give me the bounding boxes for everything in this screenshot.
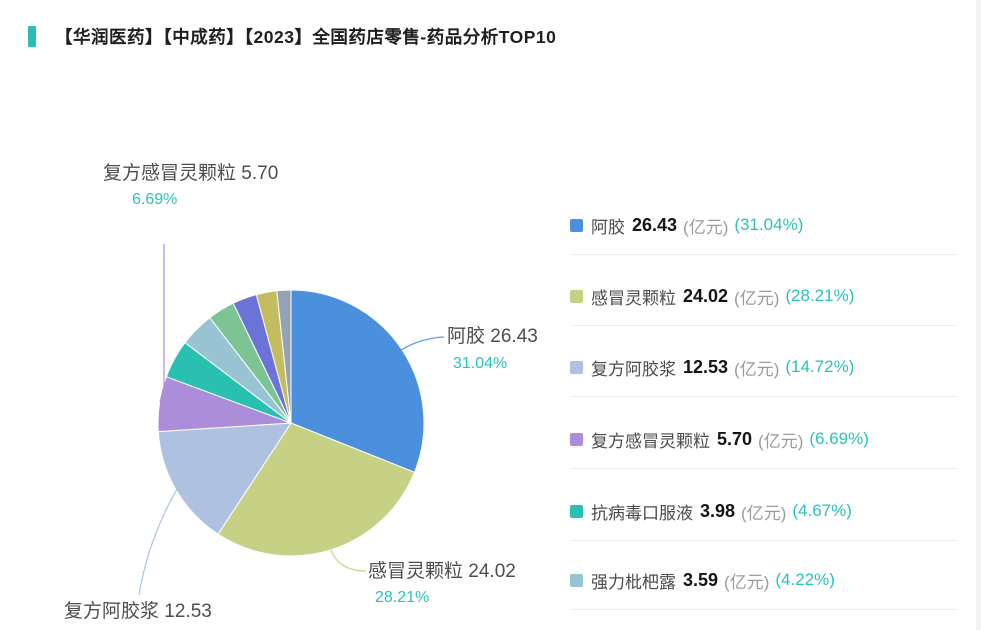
legend-divider — [570, 540, 958, 541]
legend-percent: (14.72%) — [785, 357, 855, 376]
pie-label-复方阿胶浆: 复方阿胶浆 12.53 — [64, 601, 212, 623]
leader-line-复方感冒灵颗粒 — [159, 244, 165, 403]
legend-value: 26.43 — [632, 214, 678, 235]
legend-divider — [570, 468, 958, 469]
leader-line-复方阿胶浆 — [138, 488, 178, 596]
legend-unit: (亿元) — [734, 359, 780, 379]
header: 【华润医药】【中成药】【2023】全国药店零售-药品分析TOP10 — [28, 24, 556, 49]
legend-name: 强力枇杷露 — [591, 572, 676, 592]
legend-item-阿胶[interactable]: 阿胶 26.43 (亿元) (31.04%) — [570, 211, 960, 239]
legend-unit: (亿元) — [724, 572, 770, 592]
pie-label-text: 阿胶 26.43 — [447, 326, 538, 347]
legend-name: 复方感冒灵颗粒 — [591, 431, 710, 451]
legend-swatch-icon — [570, 432, 583, 446]
legend-name: 抗病毒口服液 — [591, 503, 693, 523]
legend-unit: (亿元) — [741, 503, 787, 523]
legend-divider — [570, 396, 958, 397]
legend-divider — [570, 325, 958, 326]
pie-slice-感冒灵颗粒[interactable] — [217, 422, 416, 557]
legend-item-复方阿胶浆[interactable]: 复方阿胶浆 12.53 (亿元) (14.72%) — [570, 353, 960, 381]
pie-slice-rank-10[interactable] — [276, 289, 292, 424]
pie-slices — [157, 289, 425, 557]
pie-label-percent: 6.69% — [132, 191, 178, 208]
legend-value: 3.98 — [700, 500, 736, 521]
pie-label-复方感冒灵颗粒: 复方感冒灵颗粒 5.70 — [103, 163, 278, 185]
legend-percent: (4.22%) — [775, 570, 835, 589]
legend-percent: (4.67%) — [792, 501, 852, 520]
legend-name: 感冒灵颗粒 — [591, 288, 676, 308]
title-accent-bar — [28, 26, 36, 47]
legend-unit: (亿元) — [683, 217, 729, 237]
leader-line-感冒灵颗粒 — [330, 549, 367, 572]
pie-label-text: 复方阿胶浆 12.53 — [64, 601, 212, 622]
legend-swatch-icon — [570, 289, 583, 303]
pie-label-阿胶: 阿胶 26.43 — [447, 326, 538, 348]
legend-item-感冒灵颗粒[interactable]: 感冒灵颗粒 24.02 (亿元) (28.21%) — [570, 282, 960, 310]
page-title: 【华润医药】【中成药】【2023】全国药店零售-药品分析TOP10 — [55, 27, 557, 47]
legend-divider — [570, 609, 958, 610]
legend-value: 12.53 — [683, 356, 729, 377]
pie-label-percent: 31.04% — [453, 355, 508, 372]
legend-name: 阿胶 — [591, 217, 625, 237]
legend-unit: (亿元) — [758, 431, 804, 451]
legend-percent: (28.21%) — [785, 286, 855, 305]
legend-unit: (亿元) — [734, 288, 780, 308]
legend-percent: (6.69%) — [809, 429, 869, 448]
legend-item-复方感冒灵颗粒[interactable]: 复方感冒灵颗粒 5.70 (亿元) (6.69%) — [570, 425, 960, 453]
pie-label-text: 复方感冒灵颗粒 5.70 — [103, 163, 279, 184]
pie-slice-阿胶[interactable] — [290, 289, 425, 473]
legend-divider — [570, 254, 958, 255]
right-edge-strip — [976, 0, 981, 630]
leader-line-阿胶 — [400, 336, 445, 351]
legend-value: 24.02 — [683, 285, 729, 306]
legend-name: 复方阿胶浆 — [591, 359, 676, 379]
pie-label-percent: 28.21% — [375, 589, 430, 606]
legend-value: 3.59 — [683, 569, 719, 590]
legend-item-抗病毒口服液[interactable]: 抗病毒口服液 3.98 (亿元) (4.67%) — [570, 497, 960, 525]
legend-swatch-icon — [570, 504, 583, 518]
legend-item-强力枇杷露[interactable]: 强力枇杷露 3.59 (亿元) (4.22%) — [570, 566, 960, 594]
pie-label-text: 感冒灵颗粒 24.02 — [368, 561, 516, 582]
pie-label-感冒灵颗粒: 感冒灵颗粒 24.02 — [368, 561, 516, 583]
legend-value: 5.70 — [717, 428, 753, 449]
legend-swatch-icon — [570, 360, 583, 374]
legend-swatch-icon — [570, 218, 583, 232]
legend-percent: (31.04%) — [734, 215, 804, 234]
legend-swatch-icon — [570, 573, 583, 587]
leader-lines — [138, 244, 445, 596]
